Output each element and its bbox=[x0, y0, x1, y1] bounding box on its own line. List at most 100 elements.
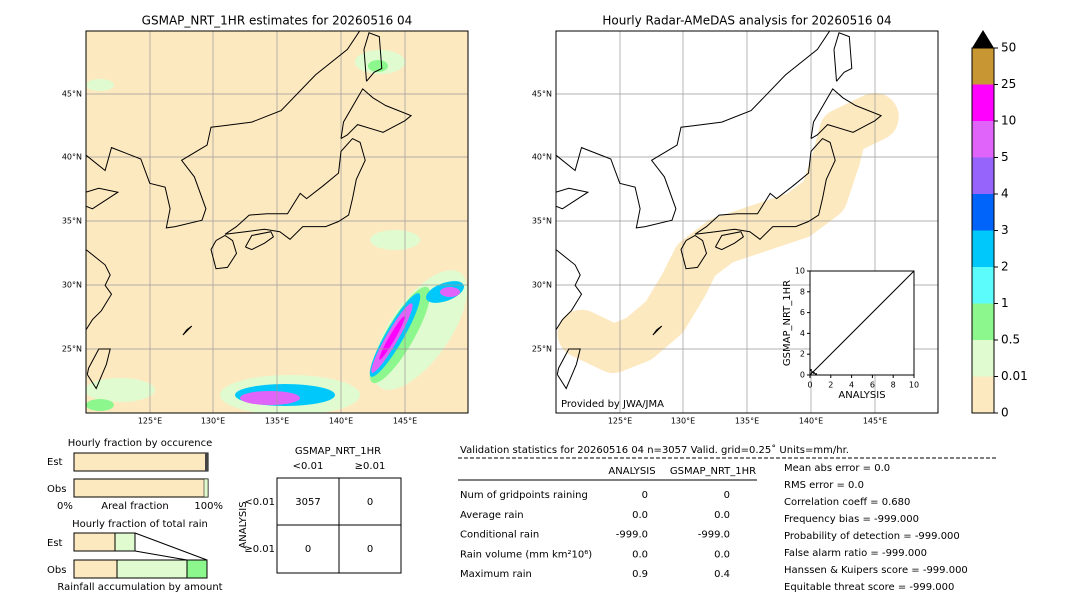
colorbar-label: 0 bbox=[1001, 406, 1009, 420]
coastline bbox=[86, 31, 468, 413]
coastline bbox=[556, 348, 581, 390]
colorbar-segment bbox=[972, 84, 994, 121]
column-header: ANALYSIS bbox=[608, 466, 655, 477]
lon-label: 140°E bbox=[329, 417, 353, 426]
stats-header: Validation statistics for 20260516 04 n=… bbox=[460, 444, 849, 456]
colorbar-label: 50 bbox=[1001, 41, 1016, 55]
y-tick-label: 2 bbox=[800, 350, 805, 359]
coastline bbox=[810, 88, 883, 140]
row-label: Obs bbox=[47, 484, 66, 495]
lon-label: 135°E bbox=[265, 417, 289, 426]
score: Correlation coeff = 0.680 bbox=[784, 497, 910, 508]
table-title: GSMAP_NRT_1HR bbox=[295, 446, 381, 457]
axis-label: 0% bbox=[57, 501, 73, 512]
row-axis: ANALYSIS bbox=[238, 501, 249, 548]
cell: 0 bbox=[642, 490, 648, 501]
cell: -999.0 bbox=[616, 530, 648, 541]
coastline bbox=[182, 325, 193, 336]
map-title: GSMAP_NRT_1HR estimates for 20260516 04 bbox=[142, 14, 413, 28]
coastline bbox=[556, 249, 583, 331]
map-title: Hourly Radar-AMeDAS analysis for 2026051… bbox=[602, 14, 891, 28]
row-label: Rain volume (mm km²10⁶) bbox=[460, 549, 592, 560]
coastline bbox=[244, 231, 275, 251]
colorbar-label: 0.5 bbox=[1001, 333, 1020, 347]
row-label: Est bbox=[47, 538, 63, 549]
panel-title: Hourly fraction by occurence bbox=[68, 438, 212, 449]
cell: 0.0 bbox=[632, 549, 648, 560]
colorbar-label: 5 bbox=[1001, 150, 1009, 164]
colorbar-segment bbox=[972, 376, 994, 413]
x-tick-label: 0 bbox=[807, 381, 812, 390]
colorbar-label: 3 bbox=[1001, 223, 1009, 237]
coastline bbox=[556, 31, 831, 229]
axis-label: Areal fraction bbox=[101, 501, 168, 512]
coastline bbox=[680, 234, 708, 270]
y-tick-label: 8 bbox=[800, 287, 805, 296]
row-header: ≥0.01 bbox=[244, 544, 275, 555]
fraction-bar bbox=[73, 478, 209, 498]
coastline bbox=[340, 88, 413, 140]
lon-label: 145°E bbox=[393, 417, 417, 426]
lat-label: 35°N bbox=[532, 217, 552, 226]
lat-label: 45°N bbox=[62, 90, 82, 99]
colorbar-segment bbox=[972, 340, 994, 377]
colorbar-segment bbox=[972, 303, 994, 340]
analysis-coverage bbox=[557, 92, 899, 373]
point bbox=[815, 373, 817, 375]
y-tick-label: 4 bbox=[800, 329, 805, 338]
colorbar-extend bbox=[972, 30, 994, 48]
cell: 0.0 bbox=[714, 510, 730, 521]
coastline bbox=[86, 31, 361, 229]
colorbar-label: 2 bbox=[1001, 260, 1009, 274]
x-tick-label: 8 bbox=[891, 381, 896, 390]
table-grid bbox=[277, 478, 401, 573]
cell: -999.0 bbox=[698, 530, 730, 541]
colorbar-segment bbox=[972, 157, 994, 194]
score: False alarm ratio = -999.000 bbox=[784, 548, 927, 559]
lon-label: 125°E bbox=[608, 417, 632, 426]
fraction-bar bbox=[73, 559, 118, 579]
x-tick-label: 6 bbox=[870, 381, 875, 390]
colorbar-segment bbox=[972, 194, 994, 231]
row-label: Obs bbox=[47, 565, 66, 576]
colorbar-segment bbox=[972, 267, 994, 304]
row-label: Maximum rain bbox=[460, 569, 532, 580]
colorbar-label: 0.01 bbox=[1001, 369, 1028, 383]
coastline bbox=[86, 249, 113, 331]
lat-label: 30°N bbox=[532, 281, 552, 290]
column-header: GSMAP_NRT_1HR bbox=[670, 466, 756, 477]
colorbar-segment bbox=[972, 121, 994, 158]
column-header: ≥0.01 bbox=[355, 461, 386, 472]
inset-ylabel: GSMAP_NRT_1HR bbox=[782, 280, 793, 366]
lon-label: 145°E bbox=[863, 417, 887, 426]
axis-label: 100% bbox=[194, 501, 223, 512]
cell: 0.0 bbox=[632, 510, 648, 521]
cell: 0.4 bbox=[714, 569, 730, 580]
point bbox=[811, 371, 813, 373]
fraction-bar bbox=[114, 532, 136, 552]
coastline bbox=[224, 137, 366, 240]
point bbox=[810, 369, 812, 371]
column-header: <0.01 bbox=[293, 461, 324, 472]
coastline bbox=[652, 325, 663, 336]
rain-areas bbox=[86, 50, 468, 413]
colorbar-label: 4 bbox=[1001, 187, 1009, 201]
cell: 0 bbox=[367, 497, 373, 508]
coastline bbox=[86, 187, 120, 210]
fraction-bar bbox=[73, 452, 209, 472]
cell: 3057 bbox=[295, 497, 320, 508]
lat-label: 40°N bbox=[532, 153, 552, 162]
lat-label: 45°N bbox=[532, 90, 552, 99]
lon-label: 130°E bbox=[671, 417, 695, 426]
coastline bbox=[694, 137, 836, 240]
score: RMS error = 0.0 bbox=[784, 480, 864, 491]
y-tick-label: 10 bbox=[795, 267, 805, 276]
credit: Provided by JWA/JMA bbox=[561, 399, 664, 410]
lon-label: 140°E bbox=[799, 417, 823, 426]
x-tick-label: 4 bbox=[849, 381, 854, 390]
coastline bbox=[363, 32, 383, 82]
colorbar-label: 1 bbox=[1001, 296, 1009, 310]
point bbox=[813, 372, 815, 374]
lat-label: 40°N bbox=[62, 153, 82, 162]
